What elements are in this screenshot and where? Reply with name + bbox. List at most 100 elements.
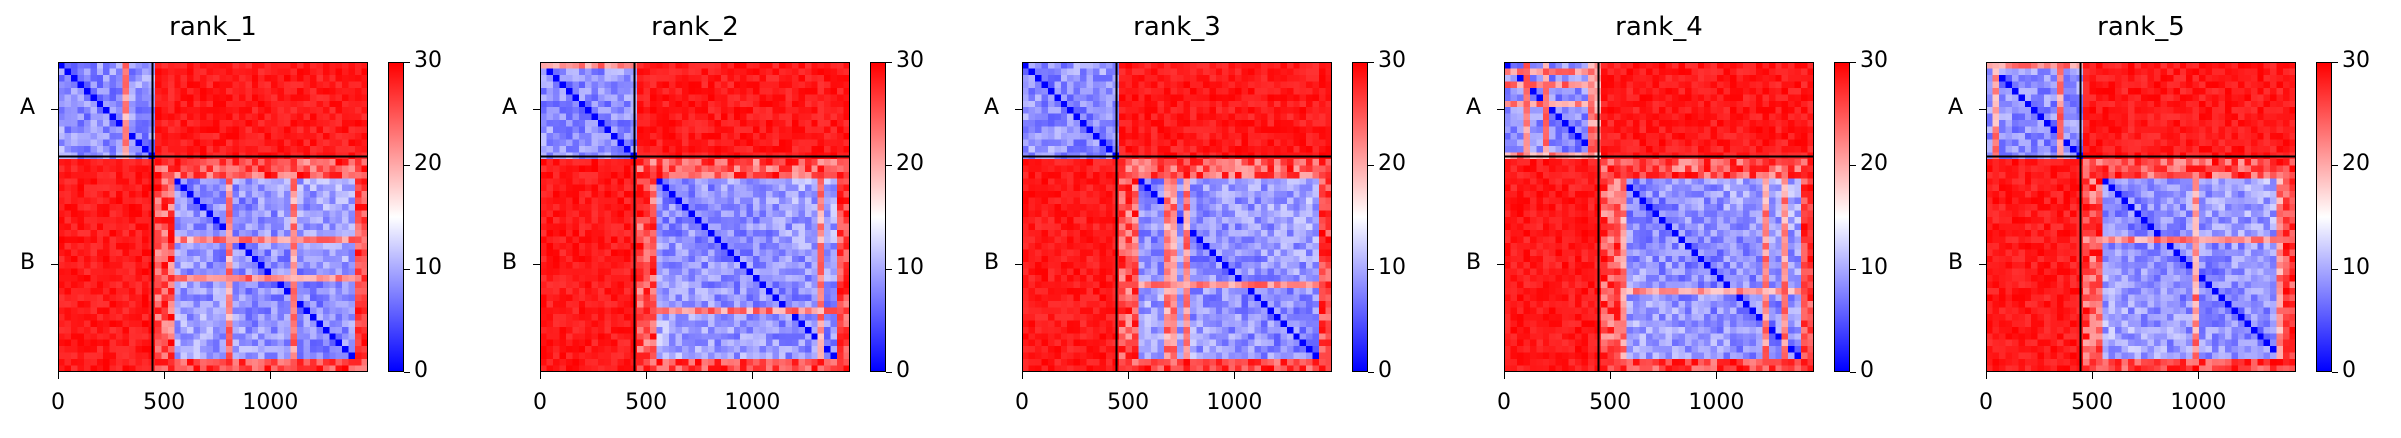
heatmap-cell — [122, 346, 130, 353]
heatmap-cell — [688, 113, 696, 121]
heatmap-cell — [219, 313, 227, 321]
heatmap-cell — [759, 165, 767, 172]
heatmap-cell — [662, 255, 670, 263]
heatmap-cell — [322, 339, 330, 347]
heatmap-cell — [251, 217, 259, 224]
heatmap-cell — [271, 126, 278, 134]
heatmap-cell — [578, 288, 586, 295]
heatmap-cell — [77, 158, 84, 166]
heatmap-cell — [109, 120, 117, 127]
heatmap-cell — [714, 158, 721, 166]
heatmap-cell — [135, 229, 143, 237]
heatmap-cell — [232, 249, 239, 256]
heatmap-cell — [342, 262, 349, 269]
heatmap-cell — [70, 113, 78, 121]
heatmap-cell — [546, 223, 554, 231]
heatmap-cell — [1054, 74, 1061, 82]
heatmap-cell — [174, 133, 181, 140]
heatmap-cell — [213, 68, 220, 76]
heatmap-cell — [309, 139, 317, 147]
heatmap-cell — [636, 229, 644, 237]
heatmap-cell — [714, 191, 721, 198]
heatmap-cell — [817, 74, 825, 82]
heatmap-cell — [733, 255, 741, 263]
heatmap-cell — [129, 294, 136, 302]
heatmap-cell — [1248, 68, 1255, 76]
heatmap-cell — [251, 249, 259, 256]
heatmap-cell — [167, 133, 175, 140]
heatmap-cell — [296, 249, 304, 256]
heatmap-cell — [271, 300, 278, 308]
heatmap-cell — [540, 126, 547, 134]
heatmap-cell — [77, 262, 84, 269]
heatmap-cell — [830, 210, 838, 218]
heatmap-cell — [772, 268, 780, 276]
heatmap-cell — [707, 223, 715, 231]
heatmap-cell — [811, 191, 818, 198]
heatmap-cell — [200, 68, 207, 76]
heatmap-cell — [572, 81, 579, 88]
heatmap-cell — [591, 191, 599, 198]
heatmap-cell — [604, 307, 612, 315]
heatmap-cell — [271, 197, 278, 205]
heatmap-cell — [675, 339, 683, 347]
heatmap-cell — [258, 68, 265, 76]
heatmap-cell — [316, 178, 323, 185]
heatmap-cell — [727, 262, 734, 269]
heatmap-cell — [804, 217, 812, 224]
heatmap-cell — [1209, 62, 1216, 69]
heatmap-cell — [1041, 62, 1048, 69]
heatmap-cell — [225, 339, 233, 347]
heatmap-cell — [714, 236, 721, 243]
heatmap-cell — [1209, 81, 1216, 88]
heatmap-cell — [232, 107, 239, 114]
heatmap-cell — [811, 236, 818, 243]
heatmap-cell — [329, 158, 336, 166]
heatmap-cell — [245, 275, 252, 282]
heatmap-cell — [200, 223, 207, 231]
heatmap-cell — [662, 326, 670, 334]
heatmap-cell — [193, 191, 201, 198]
heatmap-cell — [290, 249, 298, 256]
heatmap-cell — [798, 255, 805, 263]
heatmap-cell — [64, 68, 72, 76]
heatmap-cell — [58, 191, 65, 198]
heatmap-cell — [540, 223, 547, 231]
heatmap-cell — [116, 158, 123, 166]
heatmap-cell — [830, 262, 838, 269]
heatmap-cell — [791, 81, 799, 88]
heatmap-cell — [746, 68, 754, 76]
heatmap-cell — [753, 171, 760, 179]
heatmap-cell — [785, 126, 793, 134]
heatmap-cell — [707, 262, 715, 269]
heatmap-cell — [154, 100, 162, 108]
heatmap-cell — [238, 313, 246, 321]
heatmap-cell — [219, 249, 227, 256]
heatmap-cell — [361, 281, 368, 289]
heatmap-cell — [707, 255, 715, 263]
heatmap-cell — [817, 165, 825, 172]
heatmap-cell — [296, 210, 304, 218]
heatmap-cell — [656, 120, 663, 127]
heatmap-cell — [348, 107, 356, 114]
heatmap-cell — [772, 191, 780, 198]
heatmap-cell — [791, 217, 799, 224]
heatmap-cell — [167, 74, 175, 82]
heatmap-cell — [604, 126, 612, 134]
heatmap-cell — [77, 229, 84, 237]
heatmap-cell — [109, 333, 117, 340]
heatmap-cell — [772, 313, 780, 321]
heatmap-cell — [682, 217, 689, 224]
heatmap-cell — [213, 320, 220, 327]
heatmap-cell — [791, 197, 799, 205]
heatmap-cell — [649, 365, 657, 372]
heatmap-cell — [552, 359, 560, 366]
heatmap-cell — [798, 242, 805, 250]
heatmap-cell — [759, 126, 767, 134]
heatmap-cell — [785, 120, 793, 127]
heatmap-cell — [1105, 100, 1113, 108]
heatmap-cell — [277, 294, 285, 302]
heatmap-cell — [559, 197, 566, 205]
heatmap-cell — [103, 100, 110, 108]
heatmap-cell — [251, 107, 259, 114]
